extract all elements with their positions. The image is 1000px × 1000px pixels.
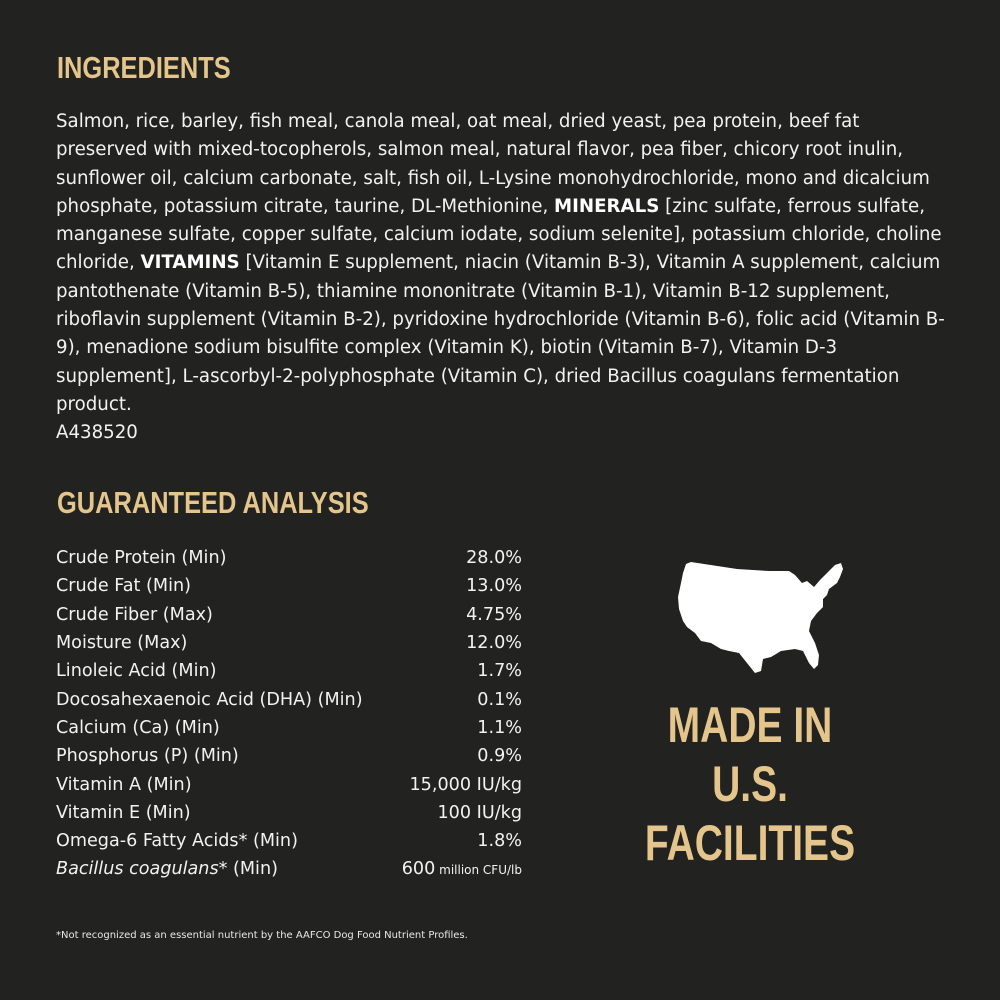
table-row: Vitamin A (Min) 15,000 IU/kg xyxy=(56,770,526,798)
table-row: Omega-6 Fatty Acids* (Min) 1.8% xyxy=(56,827,526,855)
nutrient-value: 1.7% xyxy=(477,661,522,682)
nutrient-value: 28.0% xyxy=(466,548,522,569)
nutrient-name-rest: * (Min) xyxy=(218,859,278,880)
vitamins-label: VITAMINS xyxy=(140,252,240,274)
table-row: Bacillus coagulans* (Min) 600 million CF… xyxy=(56,855,526,883)
ingredients-text-part3: [Vitamin E supplement, niacin (Vitamin B… xyxy=(56,252,945,415)
ingredients-heading: INGREDIENTS xyxy=(57,50,231,85)
nutrient-name: Phosphorus (P) (Min) xyxy=(56,746,239,767)
guaranteed-analysis-heading: GUARANTEED ANALYSIS xyxy=(57,485,369,520)
nutrient-value: 0.9% xyxy=(477,746,522,767)
nutrient-value-number: 600 xyxy=(401,859,436,880)
nutrient-value: 100 IU/kg xyxy=(437,802,522,823)
nutrient-value: 600 million CFU/lb xyxy=(390,855,526,883)
nutrient-value: 15,000 IU/kg xyxy=(409,774,522,795)
nutrient-value-unit: million CFU/lb xyxy=(435,863,522,878)
table-row: Moisture (Max) 12.0% xyxy=(56,629,526,657)
nutrient-name: Crude Fiber (Max) xyxy=(56,604,213,625)
table-row: Linoleic Acid (Min) 1.7% xyxy=(56,657,526,685)
nutrient-name: Vitamin E (Min) xyxy=(56,802,191,823)
badge-line3: FACILITIES xyxy=(644,815,856,871)
usa-map-icon xyxy=(678,562,843,673)
nutrient-value: 0.1% xyxy=(477,689,522,710)
nutrient-name: Docosahexaenoic Acid (DHA) (Min) xyxy=(56,689,363,710)
table-row: Vitamin E (Min) 100 IU/kg xyxy=(56,799,526,827)
table-row: Crude Fat (Min) 13.0% xyxy=(56,572,526,600)
nutrient-value: 1.1% xyxy=(477,717,522,738)
nutrient-name: Omega-6 Fatty Acids* (Min) xyxy=(56,831,298,852)
nutrient-value: 13.0% xyxy=(466,576,522,597)
nutrient-name: Calcium (Ca) (Min) xyxy=(56,717,220,738)
guaranteed-analysis-table: Crude Protein (Min) 28.0% Crude Fat (Min) 1… xyxy=(56,544,526,884)
table-row: Docosahexaenoic Acid (DHA) (Min) 0.1% xyxy=(56,685,526,713)
nutrient-value: 12.0% xyxy=(466,633,522,654)
nutrient-name: Moisture (Max) xyxy=(56,633,188,654)
nutrient-name: Crude Protein (Min) xyxy=(56,548,227,569)
badge-line1: MADE IN xyxy=(667,697,833,753)
nutrient-name: Bacillus coagulans* (Min) xyxy=(56,855,390,883)
minerals-label: MINERALS xyxy=(554,195,660,217)
footnote: *Not recognized as an essential nutrient… xyxy=(56,930,468,941)
nutrient-name: Crude Fat (Min) xyxy=(56,576,191,597)
nutrient-name: Linoleic Acid (Min) xyxy=(56,661,217,682)
table-row: Crude Protein (Min) 28.0% xyxy=(56,544,526,572)
table-row: Phosphorus (P) (Min) 0.9% xyxy=(56,742,526,770)
made-in-us-badge: MADE IN U.S. FACILITIES xyxy=(560,696,940,873)
product-code: A438520 xyxy=(56,422,138,444)
ingredients-text: Salmon, rice, barley, fish meal, canola … xyxy=(56,108,956,448)
nutrient-name: Vitamin A (Min) xyxy=(56,774,192,795)
nutrient-value: 4.75% xyxy=(466,604,522,625)
table-row: Crude Fiber (Max) 4.75% xyxy=(56,601,526,629)
nutrient-value: 1.8% xyxy=(477,831,522,852)
ingredients-text-part1: Salmon, rice, barley, fish meal, canola … xyxy=(56,111,930,217)
badge-line2: U.S. xyxy=(712,756,788,812)
nutrient-name-italic: Bacillus coagulans xyxy=(56,859,219,880)
ingredients-text-part2: [zinc sulfate, ferrous sulfate, manganes… xyxy=(56,195,942,274)
table-row: Calcium (Ca) (Min) 1.1% xyxy=(56,714,526,742)
